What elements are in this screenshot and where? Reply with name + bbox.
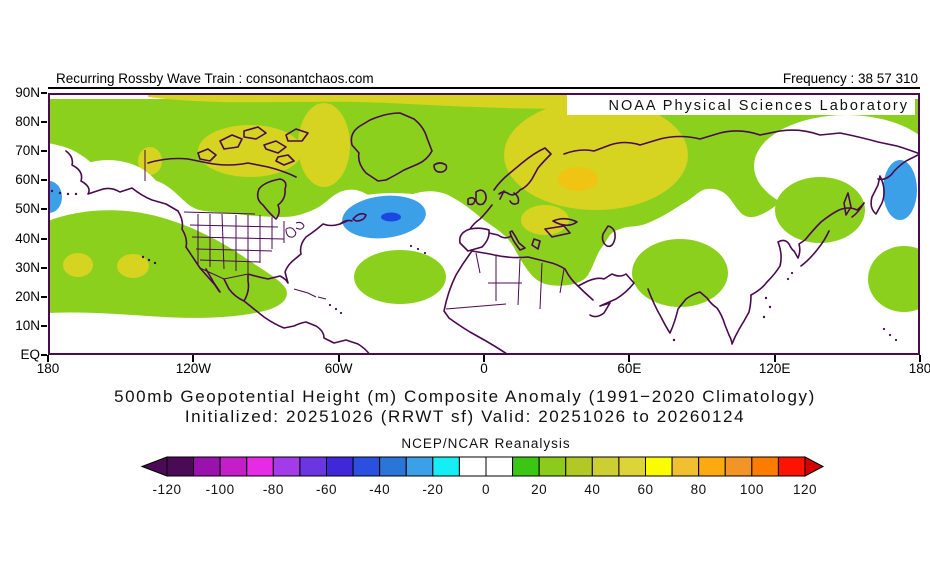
colorbar-cell-2	[219, 456, 248, 477]
lon-tick-6	[919, 355, 921, 362]
lat-label-40N: 40N	[15, 230, 40, 246]
lat-tick-90N	[41, 92, 47, 94]
lat-tick-30N	[41, 266, 47, 269]
colorbar-cell-3	[246, 456, 274, 477]
lat-label-60N: 60N	[15, 172, 40, 188]
dateline-blue	[48, 181, 62, 213]
lon-tick-3	[483, 355, 485, 362]
colorbar-tick--80: -80	[262, 482, 284, 497]
lat-label-20N: 20N	[15, 288, 40, 304]
colorbar-left-arrow	[140, 456, 168, 477]
positive-anomaly-green-blobs	[48, 177, 920, 318]
lat-tick-10N	[41, 324, 47, 327]
colorbar-cell-13	[512, 456, 540, 477]
lat-label-70N: 70N	[15, 143, 40, 159]
plot-subtitle: Initialized: 20251026 (RRWT sf) Valid: 2…	[184, 407, 746, 426]
colorbar-tick-20: 20	[531, 482, 548, 497]
lon-tick-0	[47, 355, 49, 362]
colorbar	[140, 456, 825, 477]
colorbar-cell-9	[405, 456, 434, 477]
lon-tick-4	[628, 355, 631, 362]
lat-label-80N: 80N	[15, 114, 40, 130]
lon-tick-5	[773, 355, 776, 362]
colorbar-cell-6	[326, 456, 354, 477]
colorbar-tick--40: -40	[369, 482, 391, 497]
colorbar-cell-1	[193, 456, 221, 477]
colorbar-cell-14	[538, 456, 567, 477]
coastlines	[65, 112, 920, 355]
anomaly-map: NOAA Physical Sciences Laboratory	[48, 93, 920, 355]
colorbar-title: NCEP/NCAR Reanalysis	[401, 436, 571, 451]
lat-tick-EQ	[41, 354, 47, 356]
colorbar-tick-60: 60	[637, 482, 654, 497]
header-rule	[48, 87, 920, 89]
lat-label-50N: 50N	[15, 201, 40, 217]
pacific-yellow-spot-1	[63, 253, 93, 277]
lon-label-5-120E: 120E	[758, 361, 791, 376]
colorbar-cell-12	[485, 456, 514, 477]
colorbar-cell-17	[618, 456, 647, 477]
colorbar-tick-0: 0	[481, 482, 490, 497]
colorbar-cell-23	[777, 456, 806, 477]
plot-title: 500mb Geopotential Height (m) Composite …	[114, 387, 816, 406]
lat-label-90N: 90N	[15, 85, 40, 100]
lat-tick-60N	[41, 179, 47, 182]
colorbar-cell-19	[671, 456, 700, 477]
lon-label-3-0: 0	[480, 361, 488, 376]
colorbar-cell-18	[645, 456, 673, 477]
colorbar-cell-22	[751, 456, 779, 477]
colorbar-cell-20	[698, 456, 726, 477]
colorbar-right-arrow	[804, 456, 825, 477]
lon-label-2-60W: 60W	[324, 361, 353, 376]
lon-tick-2	[337, 355, 340, 362]
lon-label-4-60E: 60E	[617, 361, 642, 376]
colorbar-cell-7	[352, 456, 381, 477]
colorbar-tick--100: -100	[205, 482, 235, 497]
lat-tick-80N	[41, 121, 47, 124]
lat-label-10N: 10N	[15, 317, 40, 333]
gold-core-scandinavia	[558, 167, 598, 191]
lon-label-6-180: 180	[908, 361, 930, 376]
political-borders	[144, 150, 565, 310]
colorbar-tick-120: 120	[792, 482, 818, 497]
lon-label-1-120W: 120W	[175, 361, 211, 376]
lat-tick-50N	[41, 208, 47, 211]
lat-tick-70N	[41, 150, 47, 153]
colorbar-tick-40: 40	[584, 482, 601, 497]
overlay-title: Recurring Rossby Wave Train : consonantc…	[56, 71, 374, 86]
watermark-box	[567, 94, 915, 115]
colorbar-cell-4	[272, 456, 301, 477]
lon-label-0-180: 180	[36, 361, 60, 376]
north-atlantic-blue-core	[381, 212, 401, 222]
lon-tick-1	[192, 355, 195, 362]
colorbar-tick--60: -60	[315, 482, 337, 497]
colorbar-cell-16	[591, 456, 620, 477]
colorbar-tick-100: 100	[739, 482, 764, 497]
colorbar-tick--120: -120	[152, 482, 182, 497]
frequency-label: Frequency : 38 57 310	[782, 71, 918, 86]
colorbar-cell-11	[458, 456, 487, 477]
colorbar-cell-21	[724, 456, 753, 477]
colorbar-tick--20: -20	[422, 482, 444, 497]
colorbar-cell-8	[379, 456, 407, 477]
lat-tick-40N	[41, 237, 47, 240]
colorbar-cell-0	[166, 456, 195, 477]
colorbar-tick-80: 80	[690, 482, 707, 497]
lat-label-EQ: EQ	[20, 347, 40, 362]
colorbar-cell-10	[432, 456, 460, 477]
lat-tick-20N	[41, 295, 47, 298]
lat-label-30N: 30N	[15, 259, 40, 275]
islands	[50, 189, 898, 342]
colorbar-cell-5	[299, 456, 327, 477]
pacific-yellow-spot-2	[117, 254, 149, 278]
noaa-watermark: NOAA Physical Sciences Laboratory	[608, 98, 909, 114]
colorbar-cell-15	[565, 456, 593, 477]
map-frame	[48, 93, 920, 355]
kamchatka-blue	[883, 160, 917, 220]
